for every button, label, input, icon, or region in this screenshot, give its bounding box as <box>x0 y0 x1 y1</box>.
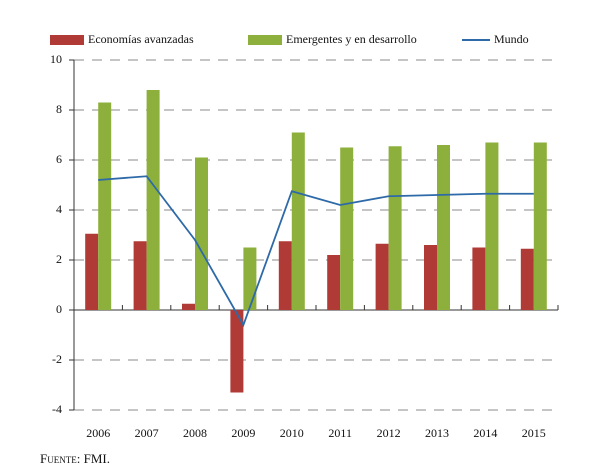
bar <box>437 145 450 310</box>
y-tick-label: -4 <box>52 402 62 416</box>
bar <box>230 310 244 393</box>
y-tick-label: 8 <box>56 102 62 116</box>
bar <box>375 243 389 310</box>
x-tick-label: 2015 <box>522 426 546 440</box>
bar <box>291 132 305 310</box>
x-tick-label: 2014 <box>473 426 497 440</box>
x-tick-label: 2013 <box>425 426 449 440</box>
y-tick-label: 10 <box>50 52 62 66</box>
y-tick-label: 0 <box>56 302 62 316</box>
x-tick-label: 2009 <box>231 426 255 440</box>
legend-label: Mundo <box>494 32 529 46</box>
bar <box>388 146 402 310</box>
bar <box>146 90 160 310</box>
bar <box>243 247 257 310</box>
bar <box>533 142 547 310</box>
bar <box>520 248 534 310</box>
x-tick-label: 2012 <box>377 426 401 440</box>
legend-swatch <box>248 35 282 45</box>
bar <box>485 142 499 310</box>
bar <box>472 247 486 310</box>
bar <box>133 241 147 310</box>
y-tick-label: 2 <box>56 252 62 266</box>
bar <box>327 255 341 310</box>
bar <box>98 102 112 310</box>
bar <box>195 157 208 310</box>
bar <box>340 147 354 310</box>
source-note: Fuente: FMI. <box>40 451 110 466</box>
x-tick-label: 2010 <box>280 426 304 440</box>
legend-label: Emergentes y en desarrollo <box>286 32 417 46</box>
x-tick-label: 2007 <box>135 426 159 440</box>
y-tick-label: -2 <box>52 352 62 366</box>
x-tick-label: 2006 <box>86 426 110 440</box>
legend-swatch <box>50 35 84 45</box>
y-tick-label: 4 <box>56 202 62 216</box>
x-tick-label: 2011 <box>328 426 352 440</box>
y-tick-label: 6 <box>56 152 62 166</box>
bar <box>182 303 195 310</box>
bar <box>85 233 99 310</box>
legend-label: Economías avanzadas <box>88 32 194 46</box>
x-tick-label: 2008 <box>183 426 207 440</box>
bar <box>278 241 292 310</box>
line-series <box>98 175 534 328</box>
bar <box>424 245 437 310</box>
